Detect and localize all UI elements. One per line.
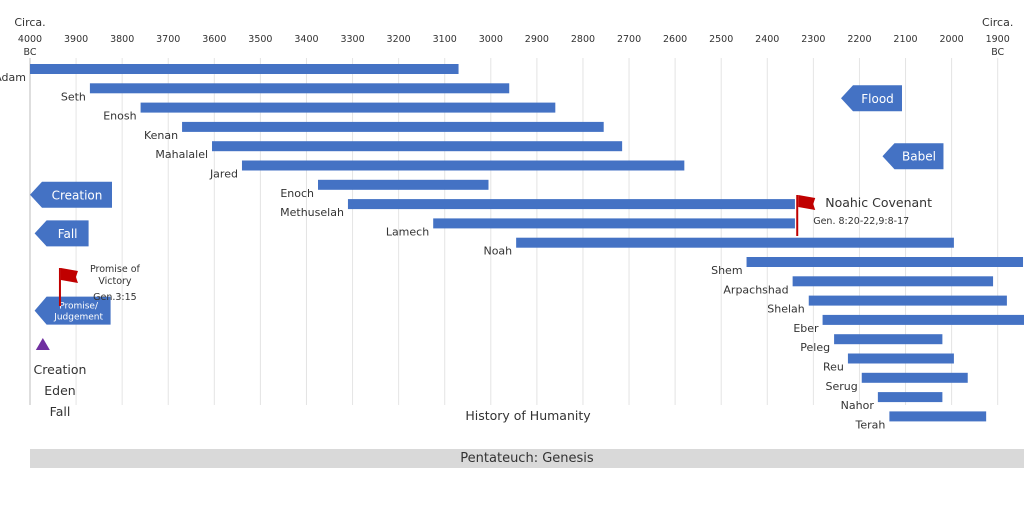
event-label: Judgement <box>53 313 103 323</box>
tick-label: 2900 <box>525 34 549 45</box>
tick-label: 3300 <box>340 34 364 45</box>
event-arrow <box>882 143 944 170</box>
person-label: Seth <box>61 90 86 103</box>
tick-label: 2600 <box>663 34 687 45</box>
tick-label: 3700 <box>156 34 180 45</box>
covenant-reference: Gen.3:15 <box>93 292 137 303</box>
tick-suffix-right: BC <box>991 47 1004 58</box>
lifespan-bar <box>182 121 604 132</box>
tick-label: 3000 <box>479 34 503 45</box>
side-note: Fall <box>50 404 71 419</box>
lifespan-bar <box>808 295 1007 306</box>
tick-label: 3100 <box>433 34 457 45</box>
person-label: Arpachshad <box>723 283 788 296</box>
lifespan-bar <box>889 411 987 422</box>
tick-label: 2400 <box>755 34 779 45</box>
person-label: Enosh <box>103 110 136 123</box>
tick-label: 2000 <box>940 34 964 45</box>
event-arrow <box>34 296 111 325</box>
side-note: Creation <box>34 362 87 377</box>
creation-marker <box>35 338 50 350</box>
event-label: Fall <box>58 227 78 241</box>
lifespan-bar <box>318 179 489 190</box>
person-label: Methuselah <box>280 206 344 219</box>
person-label: Jared <box>209 168 238 181</box>
lifespan-bar <box>241 160 685 171</box>
flag-icon <box>798 195 816 210</box>
person-label: Adam <box>0 71 26 84</box>
tick-label: 3900 <box>64 34 88 45</box>
lifespan-bar <box>212 141 623 152</box>
person-label: Eber <box>793 322 819 335</box>
tick-label: 3600 <box>202 34 226 45</box>
person-label: Lamech <box>386 225 429 238</box>
lifespan-bar <box>834 334 943 345</box>
person-label: Reu <box>823 361 844 374</box>
person-label: Shem <box>711 264 742 277</box>
lifespan-bar <box>30 64 459 74</box>
person-label: Serug <box>826 380 858 393</box>
tick-label: 2100 <box>893 34 917 45</box>
tick-label: 4000 <box>18 34 42 45</box>
event-arrow <box>34 220 89 247</box>
axis-caption-left: Circa. <box>14 16 45 29</box>
lifespan-bar <box>89 83 510 94</box>
tick-label: 3800 <box>110 34 134 45</box>
person-label: Peleg <box>800 341 830 354</box>
lifespan-bar <box>140 102 556 113</box>
tick-label: 2700 <box>617 34 641 45</box>
person-label: Terah <box>855 418 886 431</box>
lifespan-bar <box>746 257 1024 267</box>
tick-label: 2500 <box>709 34 733 45</box>
covenant-title: Promise of <box>90 264 141 275</box>
lifespan-bar <box>516 237 954 248</box>
chart-title: History of Humanity <box>465 408 591 423</box>
covenant-reference: Gen. 8:20-22,9:8-17 <box>813 216 909 227</box>
tick-label: 1900 <box>986 34 1010 45</box>
tick-label: 2300 <box>801 34 825 45</box>
tick-label: 2200 <box>847 34 871 45</box>
person-label: Nahor <box>841 399 875 412</box>
event-label: Promise/ <box>59 302 99 312</box>
tick-label: 2800 <box>571 34 595 45</box>
tick-suffix-left: BC <box>24 47 37 58</box>
axis-caption-right: Circa. <box>982 16 1013 29</box>
flag-icon <box>60 268 78 283</box>
person-label: Shelah <box>767 303 805 316</box>
person-label: Kenan <box>144 129 178 142</box>
person-label: Mahalalel <box>155 148 208 161</box>
event-arrow <box>841 85 903 112</box>
footer-bar: Pentateuch: Genesis <box>30 449 1024 468</box>
covenant-title: Noahic Covenant <box>825 195 932 210</box>
tick-label: 3400 <box>294 34 318 45</box>
tick-label: 3200 <box>387 34 411 45</box>
event-label: Flood <box>861 92 894 106</box>
lifespan-bar <box>847 353 954 364</box>
event-label: Creation <box>52 188 103 202</box>
event-label: Babel <box>902 150 936 164</box>
lifespan-bar <box>792 276 994 287</box>
side-note: Eden <box>44 383 75 398</box>
lifespan-bar <box>877 392 943 403</box>
person-label: Noah <box>483 245 512 258</box>
footer-label: Pentateuch: Genesis <box>460 451 594 466</box>
lifespan-bar <box>347 199 795 210</box>
tick-label: 3500 <box>248 34 272 45</box>
covenant-title: Victory <box>98 276 132 287</box>
lifespan-bar <box>433 218 795 229</box>
lifespan-bar <box>861 372 968 383</box>
lifespan-bar <box>822 314 1024 325</box>
event-arrow <box>30 181 112 208</box>
person-label: Enoch <box>280 187 314 200</box>
